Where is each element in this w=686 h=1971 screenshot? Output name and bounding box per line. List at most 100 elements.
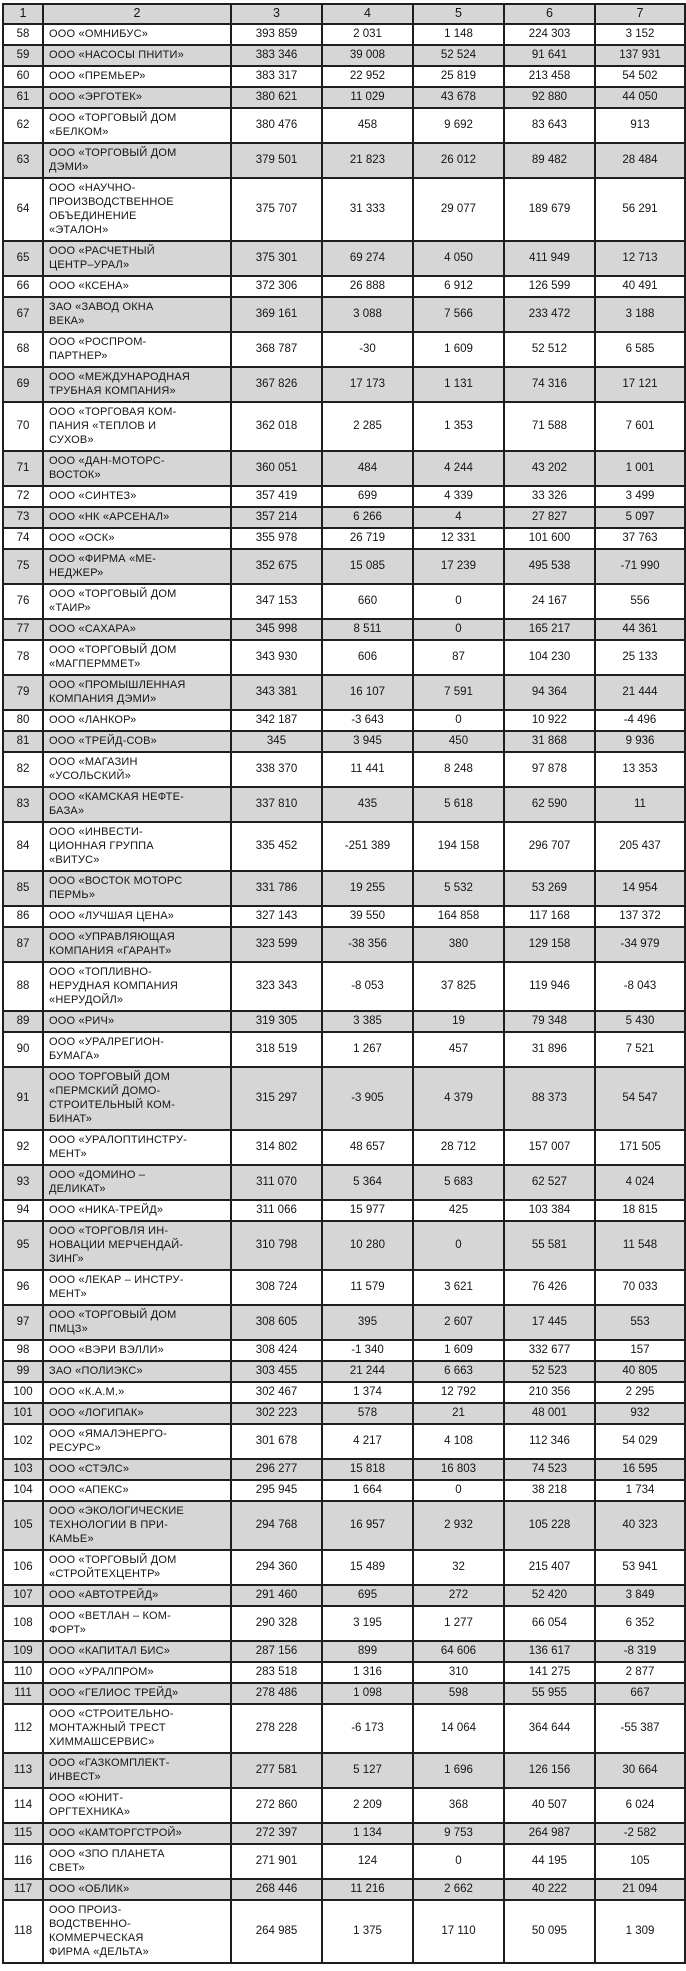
value-cell: 314 802 [230,1129,323,1166]
value-cell: 3 849 [594,1584,686,1607]
table-row: 107 ООО «АВТОТРЕЙД» 291 460 695 272 52 420 3 8… [2,1584,686,1607]
value-cell: 3 499 [594,485,686,508]
table-row: 84 ООО «ИНВЕСТИ- ЦИОННАЯ ГРУППА «ВИТУС» 33… [2,821,686,872]
row-number-cell: 79 [2,674,44,711]
table-row: 72 ООО «СИНТЕЗ» 357 419 699 4 339 33 326 3 499 [2,485,686,508]
row-number-cell: 84 [2,821,44,872]
value-cell: 15 085 [321,548,414,585]
value-cell: 11 441 [321,751,414,788]
company-name-cell: ООО «КАПИТАЛ БИС» [42,1640,232,1663]
value-cell: 25 133 [594,639,686,676]
row-number-cell: 70 [2,401,44,452]
row-number-cell: 85 [2,870,44,907]
company-name-cell: ООО «ВОСТОК МОТОРС ПЕРМЬ» [42,870,232,907]
value-cell: 70 033 [594,1269,686,1306]
value-cell: 1 148 [412,23,505,46]
value-cell: 21 823 [321,142,414,179]
table-row: 99 ЗАО «ПОЛИЭКС» 303 455 21 244 6 663 52 523 4… [2,1360,686,1383]
company-name-cell: ООО «АПЕКС» [42,1479,232,1502]
row-number-cell: 110 [2,1661,44,1684]
value-cell: 5 127 [321,1752,414,1789]
value-cell: 37 763 [594,527,686,550]
value-cell: 2 877 [594,1661,686,1684]
table-row: 64 ООО «НАУЧНО- ПРОИЗВОДСТВЕННОЕ ОБЪЕДИНЕ… [2,177,686,242]
table-row: 118 ООО ПРОИЗ- ВОДСТВЕННО- КОММЕРЧЕСКАЯ Ф… [2,1899,686,1964]
value-cell: 310 [412,1661,505,1684]
value-cell: 0 [412,709,505,732]
value-cell: 335 452 [230,821,323,872]
value-cell: 14 064 [412,1703,505,1754]
row-number-cell: 80 [2,709,44,732]
table-row: 76 ООО «ТОРГОВЫЙ ДОМ «ТАИР» 347 153 660 0 24 … [2,583,686,620]
value-cell: 31 868 [503,730,596,753]
value-cell: 19 255 [321,870,414,907]
table-row: 82 ООО «МАГАЗИН «УСОЛЬСКИЙ» 338 370 11 441 8… [2,751,686,788]
row-number-cell: 118 [2,1899,44,1964]
value-cell: 11 548 [594,1220,686,1271]
value-cell: 74 523 [503,1458,596,1481]
value-cell: 17 445 [503,1304,596,1341]
table-row: 60 ООО «ПРЕМЬЕР» 383 317 22 952 25 819 213 45… [2,65,686,88]
company-name-cell: ООО «РИЧ» [42,1010,232,1033]
value-cell: 16 595 [594,1458,686,1481]
value-cell: 15 489 [321,1549,414,1586]
company-name-cell: ООО «РОСПРОМ- ПАРТНЕР» [42,331,232,368]
value-cell: 380 621 [230,86,323,109]
value-cell: 4 217 [321,1423,414,1460]
value-cell: 194 158 [412,821,505,872]
value-cell: 0 [412,618,505,641]
value-cell: 606 [321,639,414,676]
table-row: 105 ООО «ЭКОЛОГИЧЕСКИЕ ТЕХНОЛОГИИ В ПРИ- … [2,1500,686,1551]
value-cell: 302 467 [230,1381,323,1404]
row-number-cell: 83 [2,786,44,823]
row-number-cell: 115 [2,1822,44,1845]
value-cell: 55 955 [503,1682,596,1705]
company-name-cell: ООО «ИНВЕСТИ- ЦИОННАЯ ГРУППА «ВИТУС» [42,821,232,872]
value-cell: 287 156 [230,1640,323,1663]
company-name-cell: ООО «СТЭЛС» [42,1458,232,1481]
row-number-cell: 59 [2,44,44,67]
value-cell: 12 331 [412,527,505,550]
value-cell: 26 719 [321,527,414,550]
value-cell: 323 343 [230,961,323,1012]
column-header-7: 7 [594,3,686,25]
value-cell: 52 420 [503,1584,596,1607]
row-number-cell: 98 [2,1339,44,1362]
row-number-cell: 87 [2,926,44,963]
value-cell: 294 768 [230,1500,323,1551]
value-cell: 7 601 [594,401,686,452]
value-cell: 7 591 [412,674,505,711]
row-number-cell: 65 [2,240,44,277]
table-row: 63 ООО «ТОРГОВЫЙ ДОМ ДЭМИ» 379 501 21 823 26… [2,142,686,179]
value-cell: 215 407 [503,1549,596,1586]
row-number-cell: 63 [2,142,44,179]
value-cell: 699 [321,485,414,508]
value-cell: 278 228 [230,1703,323,1754]
table-row: 113 ООО «ГАЗКОМПЛЕКТ- ИНВЕСТ» 277 581 5 127… [2,1752,686,1789]
value-cell: 69 274 [321,240,414,277]
value-cell: 124 [321,1843,414,1880]
company-name-cell: ООО «ЯМАЛЭНЕРГО- РЕСУРС» [42,1423,232,1460]
value-cell: 189 679 [503,177,596,242]
value-cell: 55 581 [503,1220,596,1271]
value-cell: 31 896 [503,1031,596,1068]
value-cell: 91 641 [503,44,596,67]
value-cell: 17 173 [321,366,414,403]
value-cell: 899 [321,1640,414,1663]
value-cell: 137 931 [594,44,686,67]
row-number-cell: 68 [2,331,44,368]
table-row: 92 ООО «УРАЛОПТИНСТРУ- МЕНТ» 314 802 48 657… [2,1129,686,1166]
row-number-cell: 108 [2,1605,44,1642]
company-name-cell: ООО «МЕЖДУНАРОДНАЯ ТРУБНАЯ КОМПАНИЯ» [42,366,232,403]
value-cell: 76 426 [503,1269,596,1306]
table-header: 1 2 3 4 5 6 7 [2,3,686,25]
value-cell: 54 502 [594,65,686,88]
value-cell: 425 [412,1199,505,1222]
value-cell: 311 066 [230,1199,323,1222]
row-number-cell: 64 [2,177,44,242]
table-row: 61 ООО «ЭРГОТЕК» 380 621 11 029 43 678 92 880… [2,86,686,109]
company-name-cell: ООО «АВТОТРЕЙД» [42,1584,232,1607]
table-row: 70 ООО «ТОРГОВАЯ КОМ- ПАНИЯ «ТЕПЛОВ И СУХ… [2,401,686,452]
table-row: 104 ООО «АПЕКС» 295 945 1 664 0 38 218 1 734 [2,1479,686,1502]
value-cell: 12 713 [594,240,686,277]
